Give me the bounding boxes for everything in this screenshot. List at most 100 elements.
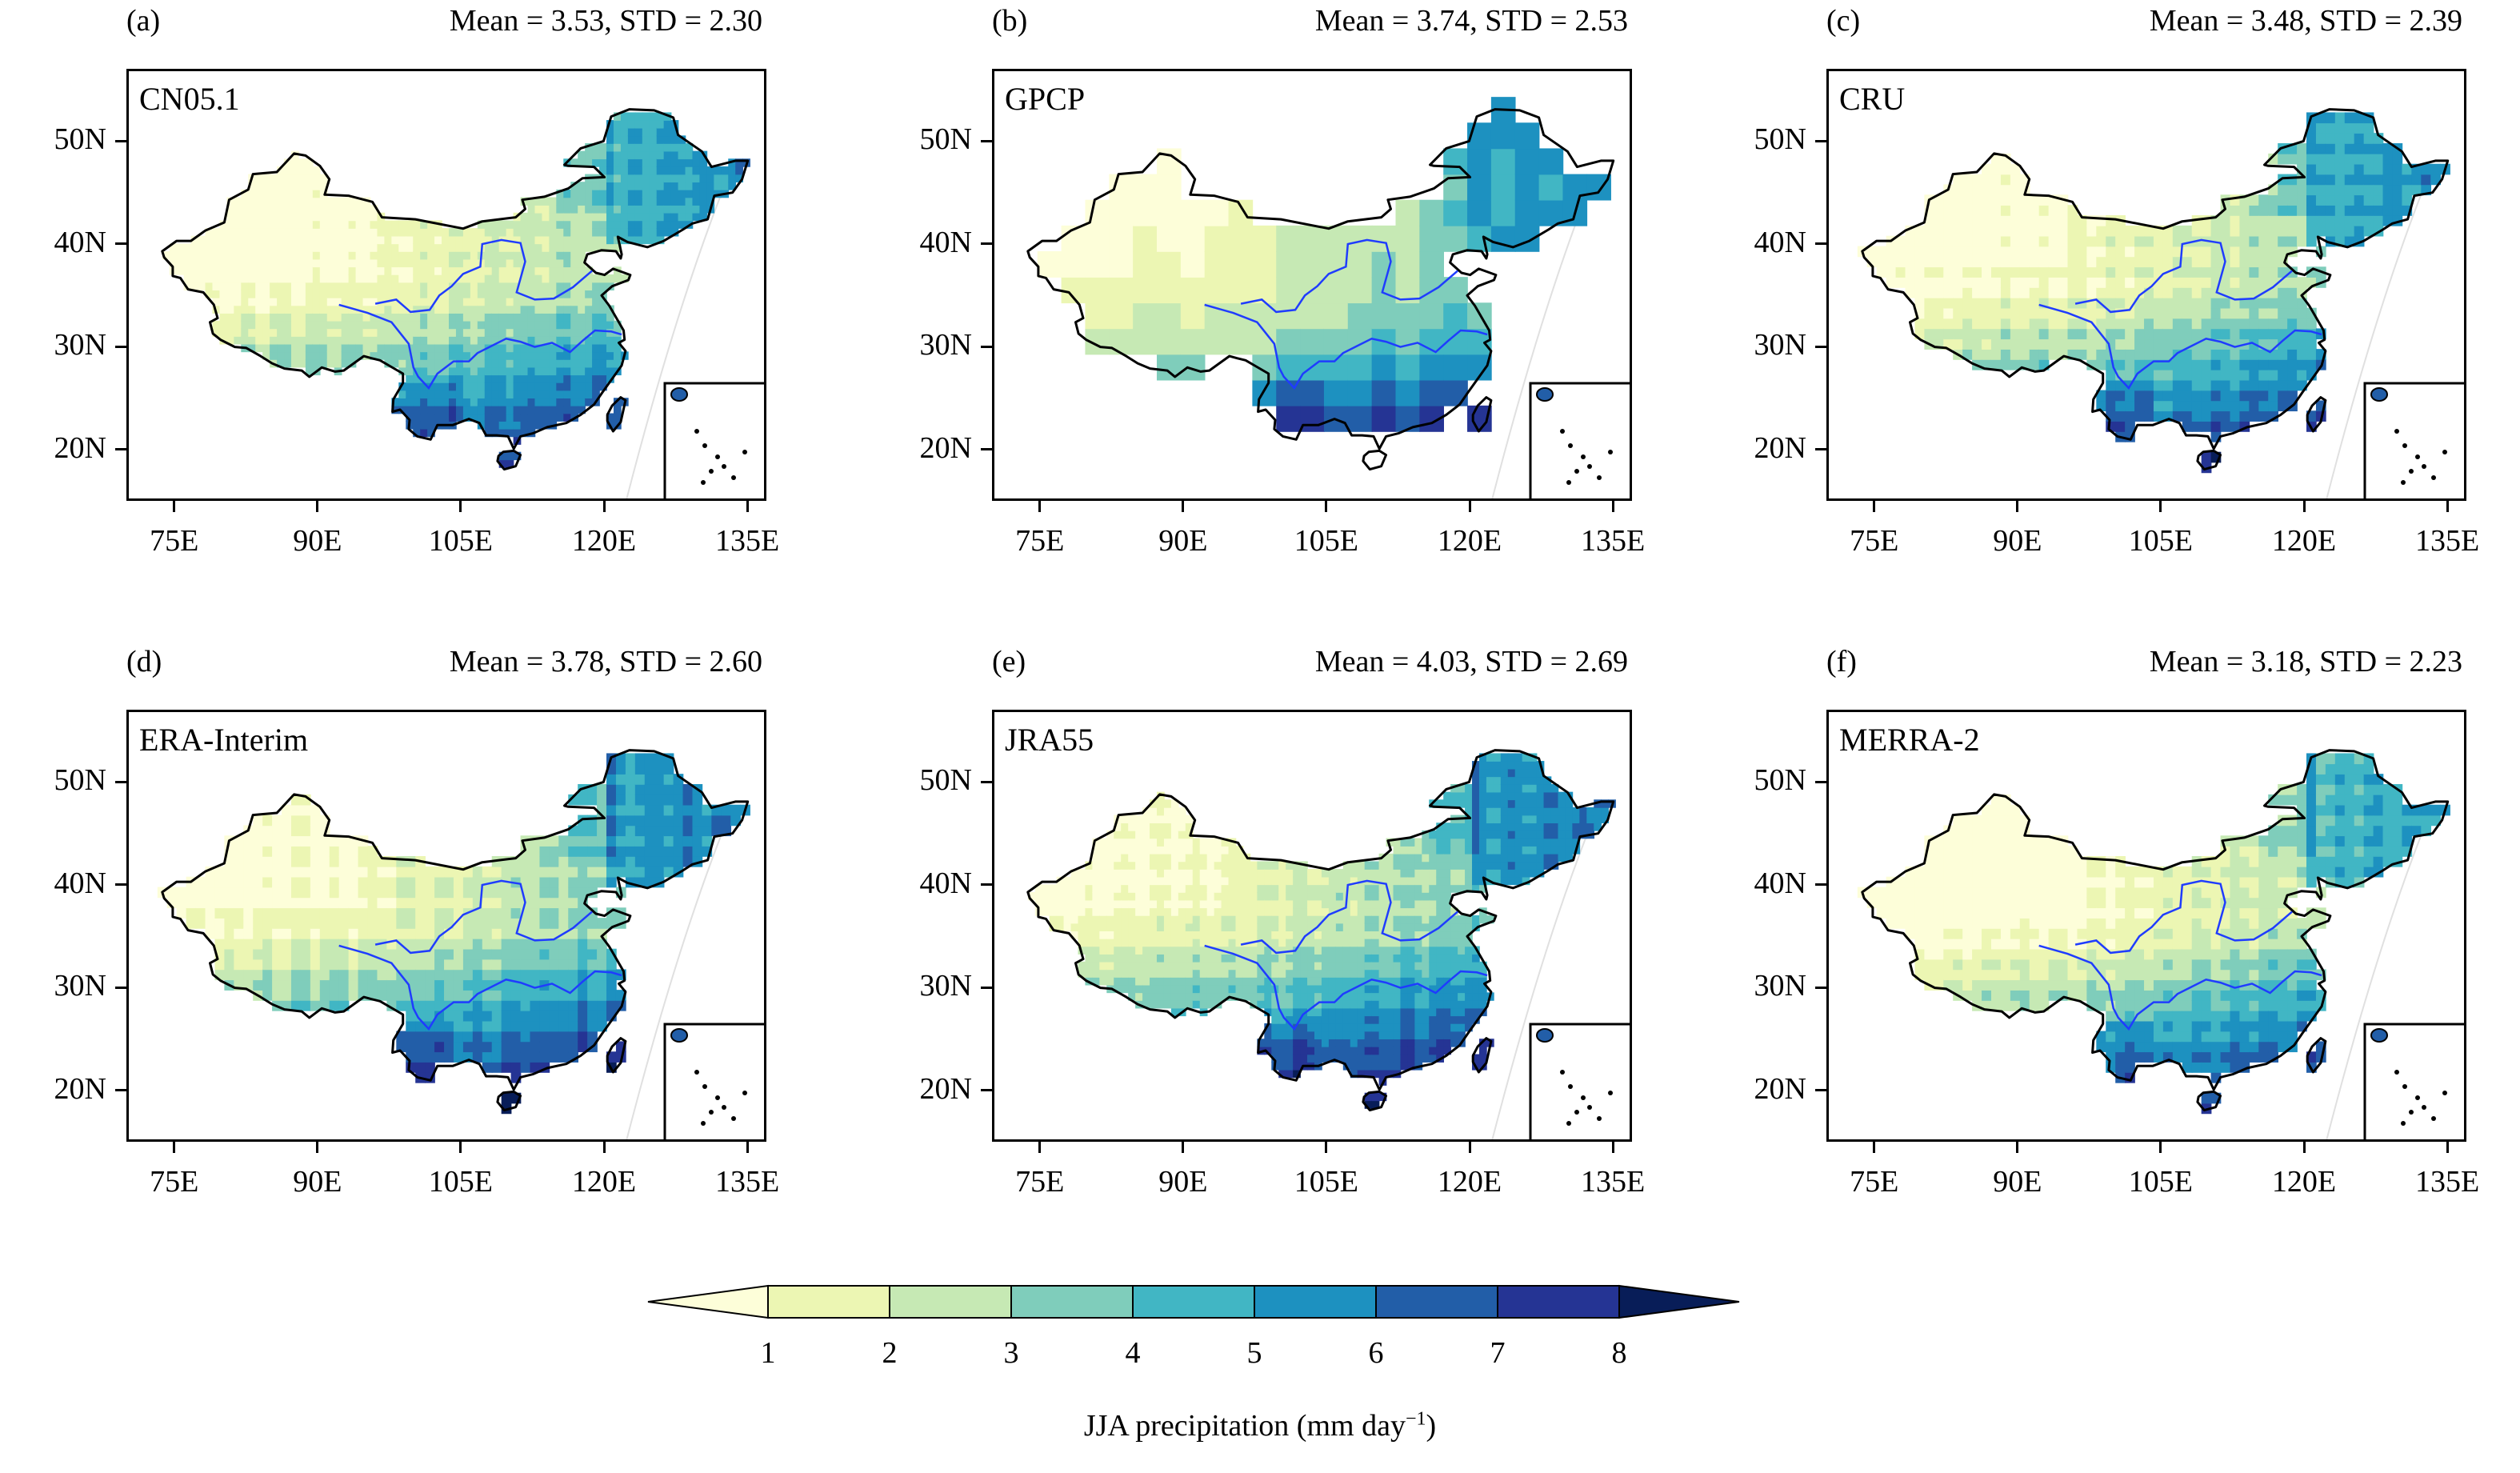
lon-tick bbox=[1611, 501, 1614, 512]
grid-cell bbox=[312, 182, 321, 190]
grid-cell bbox=[1142, 1000, 1150, 1009]
grid-cell bbox=[592, 143, 600, 152]
grid-cell bbox=[310, 928, 321, 939]
grid-cell bbox=[2278, 225, 2288, 237]
grid-cell bbox=[578, 182, 586, 190]
grid-cell bbox=[644, 876, 655, 888]
grid-cell bbox=[2086, 246, 2098, 258]
grid-cell bbox=[534, 305, 543, 314]
grid-cell bbox=[341, 282, 350, 291]
grid-cell bbox=[1049, 915, 1058, 924]
grid-cell bbox=[406, 351, 414, 360]
grid-cell bbox=[449, 228, 457, 237]
grid-cell bbox=[721, 804, 732, 816]
grid-cell bbox=[241, 189, 250, 198]
grid-cell bbox=[282, 815, 292, 827]
grid-cell bbox=[2153, 328, 2164, 340]
grid-cell bbox=[520, 366, 529, 376]
grid-cell bbox=[663, 197, 672, 206]
grid-cell bbox=[444, 990, 454, 1001]
grid-cell bbox=[277, 197, 285, 206]
grid-cell bbox=[226, 243, 235, 252]
grid-cell bbox=[2344, 235, 2355, 247]
grid-cell bbox=[599, 274, 607, 283]
grid-cell bbox=[2344, 194, 2355, 206]
grid-cell bbox=[498, 328, 507, 337]
grid-cell bbox=[654, 763, 665, 775]
grid-cell bbox=[682, 784, 694, 795]
grid-cell bbox=[670, 182, 679, 190]
grid-cell bbox=[615, 804, 626, 816]
grid-cell bbox=[270, 320, 278, 330]
grid-cell bbox=[2201, 369, 2212, 381]
grid-cell bbox=[434, 990, 445, 1001]
south-china-sea-inset bbox=[663, 1023, 764, 1139]
grid-cell bbox=[578, 887, 588, 899]
grid-cell bbox=[2258, 318, 2270, 330]
grid-cell bbox=[248, 189, 257, 198]
grid-cell bbox=[2354, 143, 2365, 154]
grid-cell bbox=[262, 897, 273, 909]
precipitation-map bbox=[1857, 108, 2464, 498]
grid-cell bbox=[1419, 379, 1444, 406]
panel-stats: Mean = 3.78, STD = 2.60 bbox=[449, 645, 762, 678]
grid-cell bbox=[1347, 251, 1373, 278]
grid-cell bbox=[1142, 838, 1150, 847]
grid-cell bbox=[2201, 328, 2212, 340]
grid-cell bbox=[2134, 349, 2145, 360]
grid-cell bbox=[2297, 349, 2307, 360]
grid-cell bbox=[2172, 225, 2183, 237]
grid-cell bbox=[1276, 328, 1301, 355]
grid-cell bbox=[2134, 410, 2145, 422]
grid-cell bbox=[1371, 1046, 1380, 1055]
grid-cell bbox=[1135, 853, 1143, 863]
grid-cell bbox=[1180, 251, 1206, 278]
grid-cell bbox=[2334, 143, 2346, 154]
grid-cell bbox=[272, 876, 282, 888]
grid-cell bbox=[290, 1000, 302, 1011]
grid-cell bbox=[506, 374, 514, 383]
grid-cell bbox=[300, 1000, 311, 1011]
grid-cell bbox=[1063, 907, 1072, 916]
grid-cell bbox=[568, 794, 578, 806]
grid-cell bbox=[2210, 307, 2222, 319]
lat-tick bbox=[115, 883, 126, 887]
grid-cell bbox=[1214, 961, 1222, 971]
grid-cell bbox=[2354, 122, 2365, 134]
grid-cell bbox=[1286, 1046, 1294, 1055]
grid-cell bbox=[592, 197, 600, 206]
grid-cell bbox=[634, 143, 643, 152]
grid-cell bbox=[2210, 421, 2222, 432]
grid-cell bbox=[183, 282, 192, 291]
grid-cell bbox=[1924, 256, 1935, 268]
grid-cell bbox=[578, 398, 586, 406]
grid-cell bbox=[542, 320, 550, 330]
grid-cell bbox=[427, 266, 435, 275]
grid-cell bbox=[406, 305, 414, 314]
grid-cell bbox=[520, 846, 531, 857]
grid-cell bbox=[606, 212, 614, 222]
grid-cell bbox=[706, 174, 715, 183]
grid-cell bbox=[649, 189, 658, 198]
grid-cell bbox=[1278, 1054, 1286, 1063]
grid-cell bbox=[248, 274, 257, 283]
grid-cell bbox=[649, 127, 658, 137]
grid-cell bbox=[1257, 907, 1266, 916]
grid-cell bbox=[1395, 302, 1421, 330]
grid-cell bbox=[597, 876, 607, 888]
grid-cell bbox=[334, 320, 342, 330]
grid-cell bbox=[224, 887, 235, 899]
grid-cell bbox=[592, 150, 600, 160]
grid-cell bbox=[253, 938, 263, 950]
grid-cell bbox=[1962, 277, 1973, 288]
grid-cell bbox=[1307, 892, 1315, 901]
grid-cell bbox=[2325, 174, 2336, 186]
grid-cell bbox=[534, 228, 543, 237]
grid-cell bbox=[1271, 861, 1280, 870]
grid-cell bbox=[1335, 931, 1344, 939]
grid-cell bbox=[1121, 915, 1129, 924]
grid-cell bbox=[520, 866, 531, 878]
grid-cell bbox=[513, 266, 522, 275]
grid-cell bbox=[520, 398, 529, 406]
grid-cell bbox=[2153, 235, 2164, 247]
